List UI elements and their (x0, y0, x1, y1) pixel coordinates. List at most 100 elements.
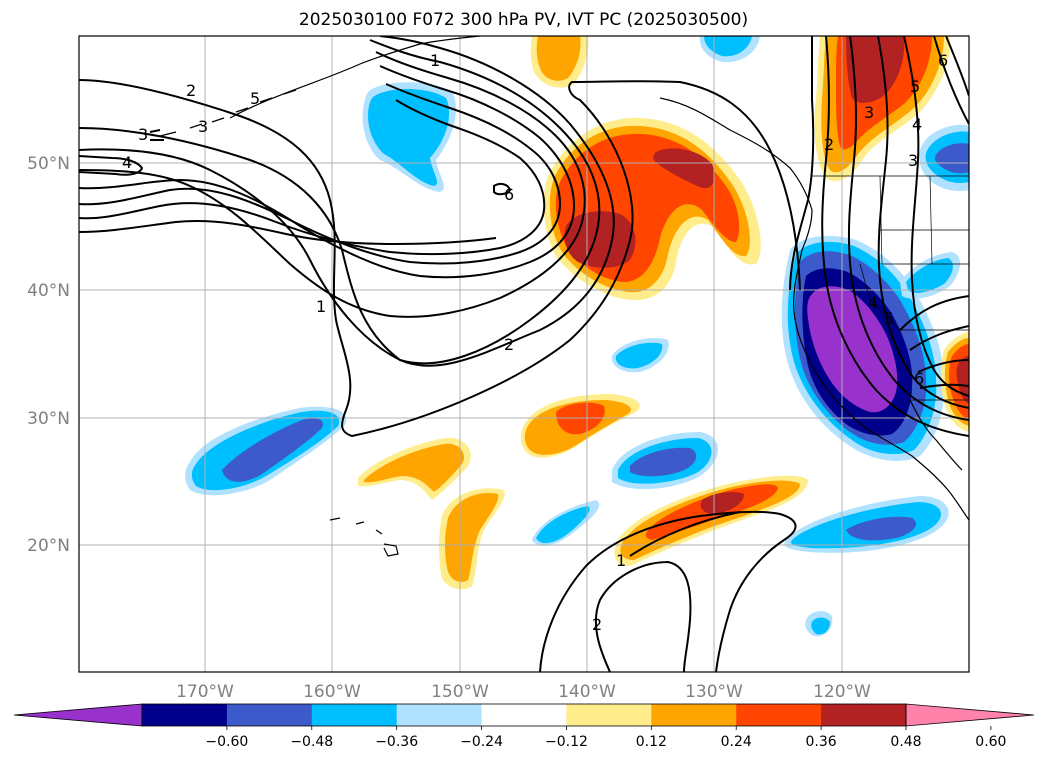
contour-2 (79, 36, 615, 367)
colorbar-tick-label: 0.48 (890, 734, 921, 750)
contour-label: 4 (868, 293, 878, 312)
neg-fill-small-center-inner (615, 342, 663, 369)
contour-east-1 (899, 295, 969, 331)
contour-ne-6 (933, 36, 969, 125)
contour-ne-2 (821, 36, 969, 437)
colorbar-segment (311, 704, 398, 726)
neg-fill-mid-east-inner (630, 447, 697, 477)
contour-label: 6 (938, 51, 948, 70)
lat-label: 40°N (27, 281, 70, 301)
neg-fill-top-inner (704, 36, 752, 57)
contour-ne-5 (903, 36, 969, 397)
colorbar-tick-label: −0.48 (290, 734, 333, 750)
lon-label: 130°W (685, 682, 743, 702)
contour-label: 1 (616, 551, 626, 570)
pos-fill-southeast-core (700, 492, 744, 514)
colorbar-tick-label: 0.36 (806, 734, 837, 750)
contour-label: 3 (198, 117, 208, 136)
contour-ne-3 (847, 36, 969, 421)
contour-label: 5 (250, 89, 260, 108)
contour-se-3 (629, 511, 741, 557)
coastlines (159, 36, 969, 557)
colorbar-tick-label: 0.60 (975, 734, 1006, 750)
colorbar-tick-label: −0.24 (460, 734, 503, 750)
latitude-labels: 50°N 40°N 30°N 20°N (27, 154, 70, 556)
colorbar-segment (651, 704, 737, 726)
baja-coast (909, 399, 963, 471)
contour-label: 4 (122, 153, 132, 172)
us-west-coast (793, 249, 969, 521)
contour-small-6 (493, 182, 512, 196)
colorbar-border (141, 703, 907, 727)
contour-6 (79, 83, 562, 265)
neg-fill-east-mid-inner (906, 258, 953, 293)
contour-5 (79, 65, 576, 279)
contour-se-2 (594, 560, 692, 672)
alaska-coast (229, 36, 481, 119)
contour-label: 4 (912, 115, 922, 134)
contour-label: 1 (430, 51, 440, 70)
pos-fill-west-small-inner (364, 443, 464, 492)
pos-fill-south-strip-inner (445, 493, 499, 582)
pos-fill-pnw-core (846, 36, 905, 103)
hawaii (329, 517, 399, 557)
colorbar-segment (821, 704, 907, 726)
contour-label: 6 (914, 369, 924, 388)
neg-fill-california-core (807, 286, 898, 413)
lat-label: 20°N (27, 536, 70, 556)
colorbar-extend-low (13, 703, 143, 727)
lat-label: 50°N (27, 154, 70, 174)
pv-fill-layer (185, 36, 969, 637)
colorbar-segment (226, 704, 313, 726)
colorbar-extend-high (905, 703, 1035, 727)
colorbar-segment (142, 704, 228, 726)
contour-ne-1 (789, 36, 815, 291)
contour-4 (79, 51, 586, 318)
ivt-contours (79, 36, 969, 672)
pos-fill-east-edge-core (956, 356, 969, 404)
colorbar-segment (736, 704, 822, 726)
pos-fill-ridge-core1 (564, 211, 636, 268)
contour-label: 2 (186, 81, 196, 100)
colorbar-tick-label: −0.12 (545, 734, 588, 750)
lon-label: 150°W (431, 682, 489, 702)
pos-fill-top-small-inner (536, 36, 581, 81)
neg-fill-southeast-inner (846, 516, 917, 541)
contour-east-4 (919, 383, 969, 389)
lat-label: 30°N (27, 409, 70, 429)
bc-coast (659, 97, 813, 251)
lon-label: 140°W (558, 682, 616, 702)
colorbar-tick-label: −0.36 (375, 734, 418, 750)
contour-label: 2 (504, 335, 514, 354)
contour-label: 1 (316, 297, 326, 316)
contour-east-2 (909, 325, 969, 351)
neg-fill-tiny-inner (811, 617, 830, 635)
contour-label: 6 (504, 185, 514, 204)
colorbar-tick-label: 0.12 (636, 734, 667, 750)
contour-7 (79, 99, 546, 256)
contour-labels: 2 5 3 3 4 6 1 2 1 2 3 5 4 6 3 4 5 6 1 2 (122, 51, 948, 634)
colorbar-segment (396, 704, 483, 726)
map-title: 2025030100 F072 300 hPa PV, IVT PC (2025… (298, 10, 749, 30)
contour-east-3 (917, 359, 969, 373)
contour-label: 3 (864, 103, 874, 122)
contour-3 (79, 39, 601, 365)
longitude-labels: 170°W 160°W 150°W 140°W 130°W 120°W (176, 682, 871, 702)
colorbar-segment (566, 704, 652, 726)
contour-se-1 (539, 510, 797, 672)
neg-fill-subtropical-west-inner (222, 418, 324, 482)
neg-fill-south-small-inner (536, 506, 590, 544)
aleutian-islands (159, 89, 297, 137)
contour-small-3 (149, 129, 164, 141)
colorbar-tick-label: 0.24 (721, 734, 752, 750)
contour-label: 5 (884, 309, 894, 328)
lon-label: 160°W (303, 682, 361, 702)
lon-label: 170°W (176, 682, 234, 702)
neg-fill-gulf-of-alaska-inner (368, 89, 450, 186)
colorbar-tick-label: −0.60 (205, 734, 248, 750)
contour-ne-4 (877, 36, 969, 409)
contour-label: 3 (908, 151, 918, 170)
map-frame (78, 35, 970, 673)
colorbar: −0.60 −0.48 −0.36 −0.24 −0.12 0.12 0.24 0.36 0.4… (13, 703, 1035, 750)
